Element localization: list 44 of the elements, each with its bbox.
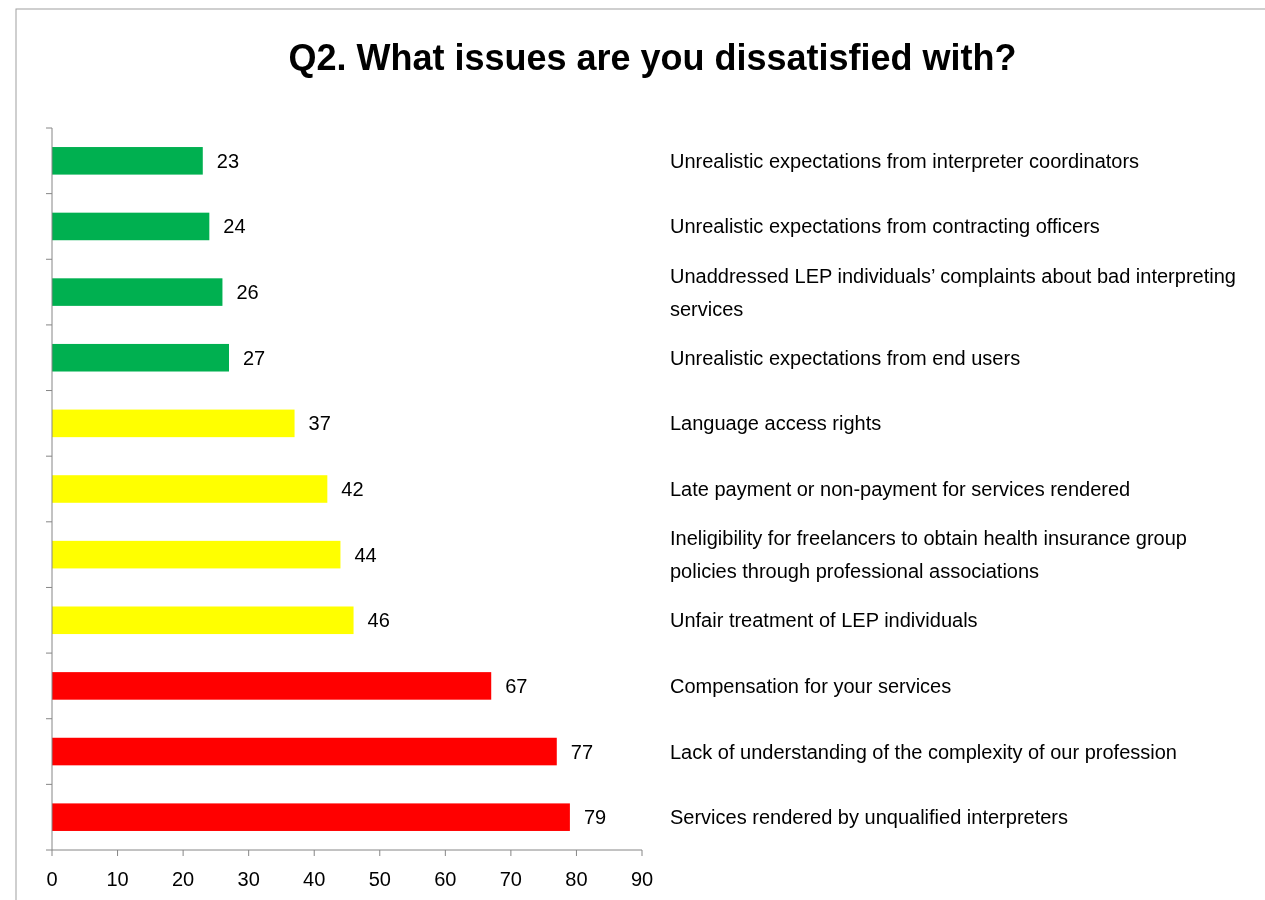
data-label: 26 [236,281,259,304]
data-label: 24 [223,215,246,238]
y-tick-label: Lack of understanding of the complexity of our profession [670,740,1177,763]
bar [52,540,341,569]
y-tick-label: Language access rights [670,412,882,435]
y-tick-label: Ineligibility for freelancers to obtain health insurance group policies through professional associations [670,527,1187,583]
bar [52,672,492,700]
x-tick-label: 60 [434,868,457,890]
y-tick-label: Unrealistic expectations from contracting officers [670,215,1100,238]
data-label: 37 [308,412,331,435]
x-tick-label: 0 [46,868,58,890]
x-tick-label: 10 [106,868,129,890]
data-label: 44 [354,543,377,566]
data-label: 42 [341,478,364,500]
data-label: 77 [570,740,594,763]
y-tick-label: Late payment or non-payment for services rendered [670,478,1131,500]
x-tick-label: 40 [303,868,326,890]
y-tick-label: Unrealistic expectations from end users [670,346,1021,369]
y-tick-label: Unaddressed LEP individuals’ complaints about bad interpreting services [670,264,1236,320]
y-tick-label: Unfair treatment of LEP individuals [670,609,978,632]
bar [52,278,223,306]
x-tick-label: 90 [630,868,654,890]
x-tick-label: 50 [368,868,391,890]
bar [52,343,229,372]
bar [52,409,295,438]
bar [52,803,570,831]
data-label: 23 [216,149,240,172]
bar [52,606,354,635]
data-label: 27 [243,346,266,369]
data-label: 67 [505,674,528,697]
x-tick-label: 30 [237,868,260,890]
bar [52,147,203,175]
y-tick-label: Compensation for your services [670,674,952,697]
data-label: 79 [583,806,607,829]
y-tick-label: Unrealistic expectations from interpreter coordinators [670,149,1140,172]
x-tick-label: 20 [171,868,195,890]
x-tick-label: 70 [499,868,523,890]
bar [52,475,328,503]
data-label: 46 [367,609,390,632]
bar [52,212,210,241]
chart-title: Q2. What issues are you dissatisfied with? [288,37,1017,78]
y-tick-label: Services rendered by unqualified interpreters [670,806,1068,829]
bar [52,737,557,766]
x-tick-label: 80 [565,868,588,890]
